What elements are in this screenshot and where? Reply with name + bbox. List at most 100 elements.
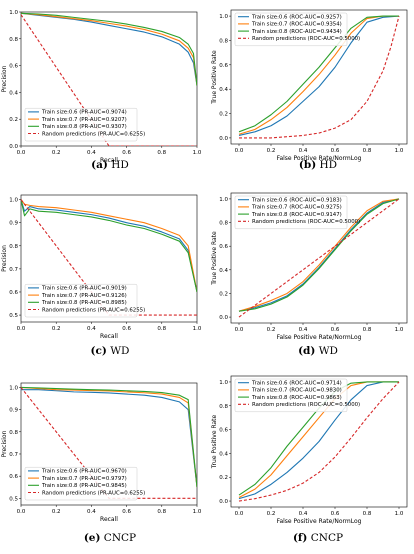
x-tick-label: 0.6 [122,326,131,332]
series-line-3 [21,386,197,488]
legend-box [24,107,138,142]
x-tick-label: 0.8 [157,509,166,515]
legend-box [234,195,348,230]
y-tick-label: 1.0 [9,385,18,391]
legend-label: Train size:0.7 (PR-AUC=0.9797) [41,476,127,482]
legend-label: Train size:0.6 (PR-AUC=0.9019) [41,286,127,292]
x-tick-label: 0.2 [267,148,276,154]
y-tick-label: 0.7 [9,267,18,273]
legend-label: Train size:0.7 (ROC-AUC=0.9354) [251,22,342,28]
x-tick-label: 0.2 [52,326,61,332]
caption-text: CNCP [100,532,136,544]
y-tick-label: 0.4 [9,90,18,96]
x-tick-label: 0.4 [87,150,96,156]
legend-label: Train size:0.8 (PR-AUC=0.8985) [41,300,127,306]
caption-text: HD [108,159,129,171]
x-tick-label: 0.4 [299,327,308,333]
x-tick-label: 0.4 [87,326,96,332]
series-line-3 [238,15,399,133]
series-line-2 [238,15,399,135]
y-axis-label: Precision [1,245,8,272]
legend-box [234,378,348,413]
y-tick-label: 1.0 [219,14,228,20]
legend: Train size:0.6 (ROC-AUC=0.9183)Train siz… [234,195,360,230]
series-layer [238,198,400,318]
series-line-2 [21,386,197,488]
series-line-4 [238,198,400,318]
legend-label: Train size:0.8 (ROC-AUC=0.9434) [251,29,342,35]
legend-label: Random predictions (PR-AUC=0.6255) [42,490,145,496]
y-tick-label: 1.0 [219,197,228,203]
legend-label: Train size:0.6 (PR-AUC=0.9670) [41,469,127,475]
y-tick-label: 0.6 [9,64,18,70]
x-tick-label: 0.0 [17,509,26,515]
y-tick-label: 0.5 [9,496,18,502]
x-axis-label: Recall [100,333,118,340]
x-axis-label: Recall [100,157,118,164]
y-tick-label: 0.2 [219,291,228,297]
chart-panel-a: 0.0 0.2 0.4 0.6 0.8 1.0 0.0 0.2 0.4 0.6 0.8 1.0 Reca… [1,10,202,171]
series-line-2 [21,199,197,293]
panel-caption: (e) CNCP [84,532,136,544]
x-tick-label: 0.2 [52,509,61,515]
series-line-3 [238,198,400,312]
x-tick-label: 0.4 [299,511,308,517]
chart-panel-c: 0.0 0.2 0.4 0.6 0.8 1.0 0.5 0.6 0.7 0.8 0.9 1.0 Reca… [1,194,202,357]
caption-letter: (c) [91,345,107,357]
x-axis-label: Recall [100,516,118,523]
series-line-1 [21,199,197,293]
y-tick-label: 0.9 [9,408,18,414]
legend: Train size:0.6 (ROC-AUC=0.9257)Train siz… [234,12,360,47]
x-axis-label: False Positive Rate/NormLog [277,518,362,525]
legend: Train size:0.6 (PR-AUC=0.9019) Train size… [24,283,145,318]
x-tick-label: 0.2 [52,150,61,156]
legend-label: Train size:0.7 (ROC-AUC=0.9275) [251,205,342,211]
panel-caption: (b) HD [299,159,337,171]
legend-label: Random predictions (ROC-AUC=0.5000) [252,36,360,42]
legend: Train size:0.6 (PR-AUC=0.9074) Train size… [24,107,145,142]
y-tick-label: 0.5 [9,313,18,319]
x-tick-label: 1.0 [395,327,404,333]
x-tick-label: 0.8 [363,511,372,517]
series-layer [238,15,400,139]
legend: Train size:0.6 (PR-AUC=0.9670)Train size… [24,466,145,501]
series-line-1 [238,15,400,137]
y-tick-label: 0.6 [219,428,228,434]
x-tick-label: 0.6 [331,327,340,333]
y-tick-label: 0.8 [9,430,18,436]
legend-label: Train size:0.6 (ROC-AUC=0.9257) [251,15,342,21]
panel-caption: (c) WD [91,345,130,357]
y-axis-label: Precision [1,65,8,92]
y-tick-label: 0.6 [219,244,228,250]
y-tick-label: 0.9 [9,221,18,227]
series-line-1 [21,12,197,86]
caption-text: WD [315,345,338,357]
x-tick-label: 0.2 [267,511,276,517]
y-tick-label: 0.6 [9,474,18,480]
caption-letter: (b) [299,159,316,171]
x-tick-label: 0.6 [122,150,131,156]
series-line-3 [21,12,197,86]
legend-box [24,283,138,318]
y-tick-label: 0.8 [9,244,18,250]
y-tick-label: 0.4 [219,451,228,457]
y-tick-label: 0.2 [219,475,228,481]
y-tick-label: 0.8 [9,37,18,43]
y-tick-label: 0.8 [219,221,228,227]
x-tick-label: 0.6 [331,511,340,517]
x-tick-label: 1.0 [395,148,404,154]
panel-caption: (d) WD [298,345,338,357]
legend-label: Train size:0.6 (PR-AUC=0.9074) [41,110,127,116]
legend-label: Random predictions (ROC-AUC=0.5000) [252,402,360,408]
panel-caption: (a) HD [91,159,129,171]
legend-label: Train size:0.8 (PR-AUC=0.9307) [41,124,127,130]
legend: Train size:0.6 (ROC-AUC=0.9714)Train siz… [234,378,360,413]
chart-panel-f: 0.0 0.2 0.4 0.6 0.8 1.0 0.0 0.2 0.4 0.6 0.8 1.0 Fals… [211,375,408,544]
x-tick-label: 1.0 [193,509,202,515]
y-tick-label: 0.0 [219,315,228,321]
x-tick-label: 0.8 [363,327,372,333]
y-tick-label: 0.4 [219,268,228,274]
caption-letter: (d) [298,345,315,357]
